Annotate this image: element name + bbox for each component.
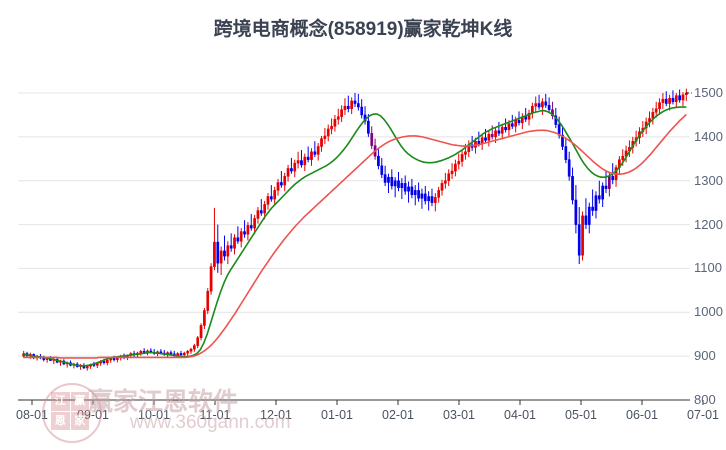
y-axis-tick-label: 1400	[694, 128, 723, 144]
x-axis-tick-label: 10-01	[138, 408, 170, 422]
x-axis-tick-label: 02-01	[382, 408, 414, 422]
y-axis-tick-label: 1300	[694, 172, 723, 188]
x-axis-tick-label: 01-01	[321, 408, 353, 422]
x-axis-tick-label: 06-01	[626, 408, 658, 422]
x-axis-tick-label: 09-01	[77, 408, 109, 422]
y-axis-tick-label: 1200	[694, 216, 723, 232]
x-axis-tick-label: 11-01	[199, 408, 231, 422]
y-axis-tick-label: 800	[694, 392, 716, 407]
x-axis-tick-label: 12-01	[260, 408, 292, 422]
y-axis-tick-label: 1100	[694, 260, 722, 276]
x-axis-tick-label: 04-01	[504, 408, 536, 422]
y-axis-tick-label: 900	[694, 348, 716, 364]
x-axis-tick-label: 05-01	[565, 408, 597, 422]
x-axis-tick-label: 07-01	[687, 408, 719, 422]
y-axis-tick-label: 1500	[694, 85, 723, 100]
y-axis-tick-label: 1000	[694, 304, 723, 320]
x-axis-tick-label: 03-01	[443, 408, 475, 422]
x-axis-tick-label: 08-01	[16, 408, 48, 422]
page-title: 跨境电商概念(858919)赢家乾坤K线	[213, 19, 513, 40]
